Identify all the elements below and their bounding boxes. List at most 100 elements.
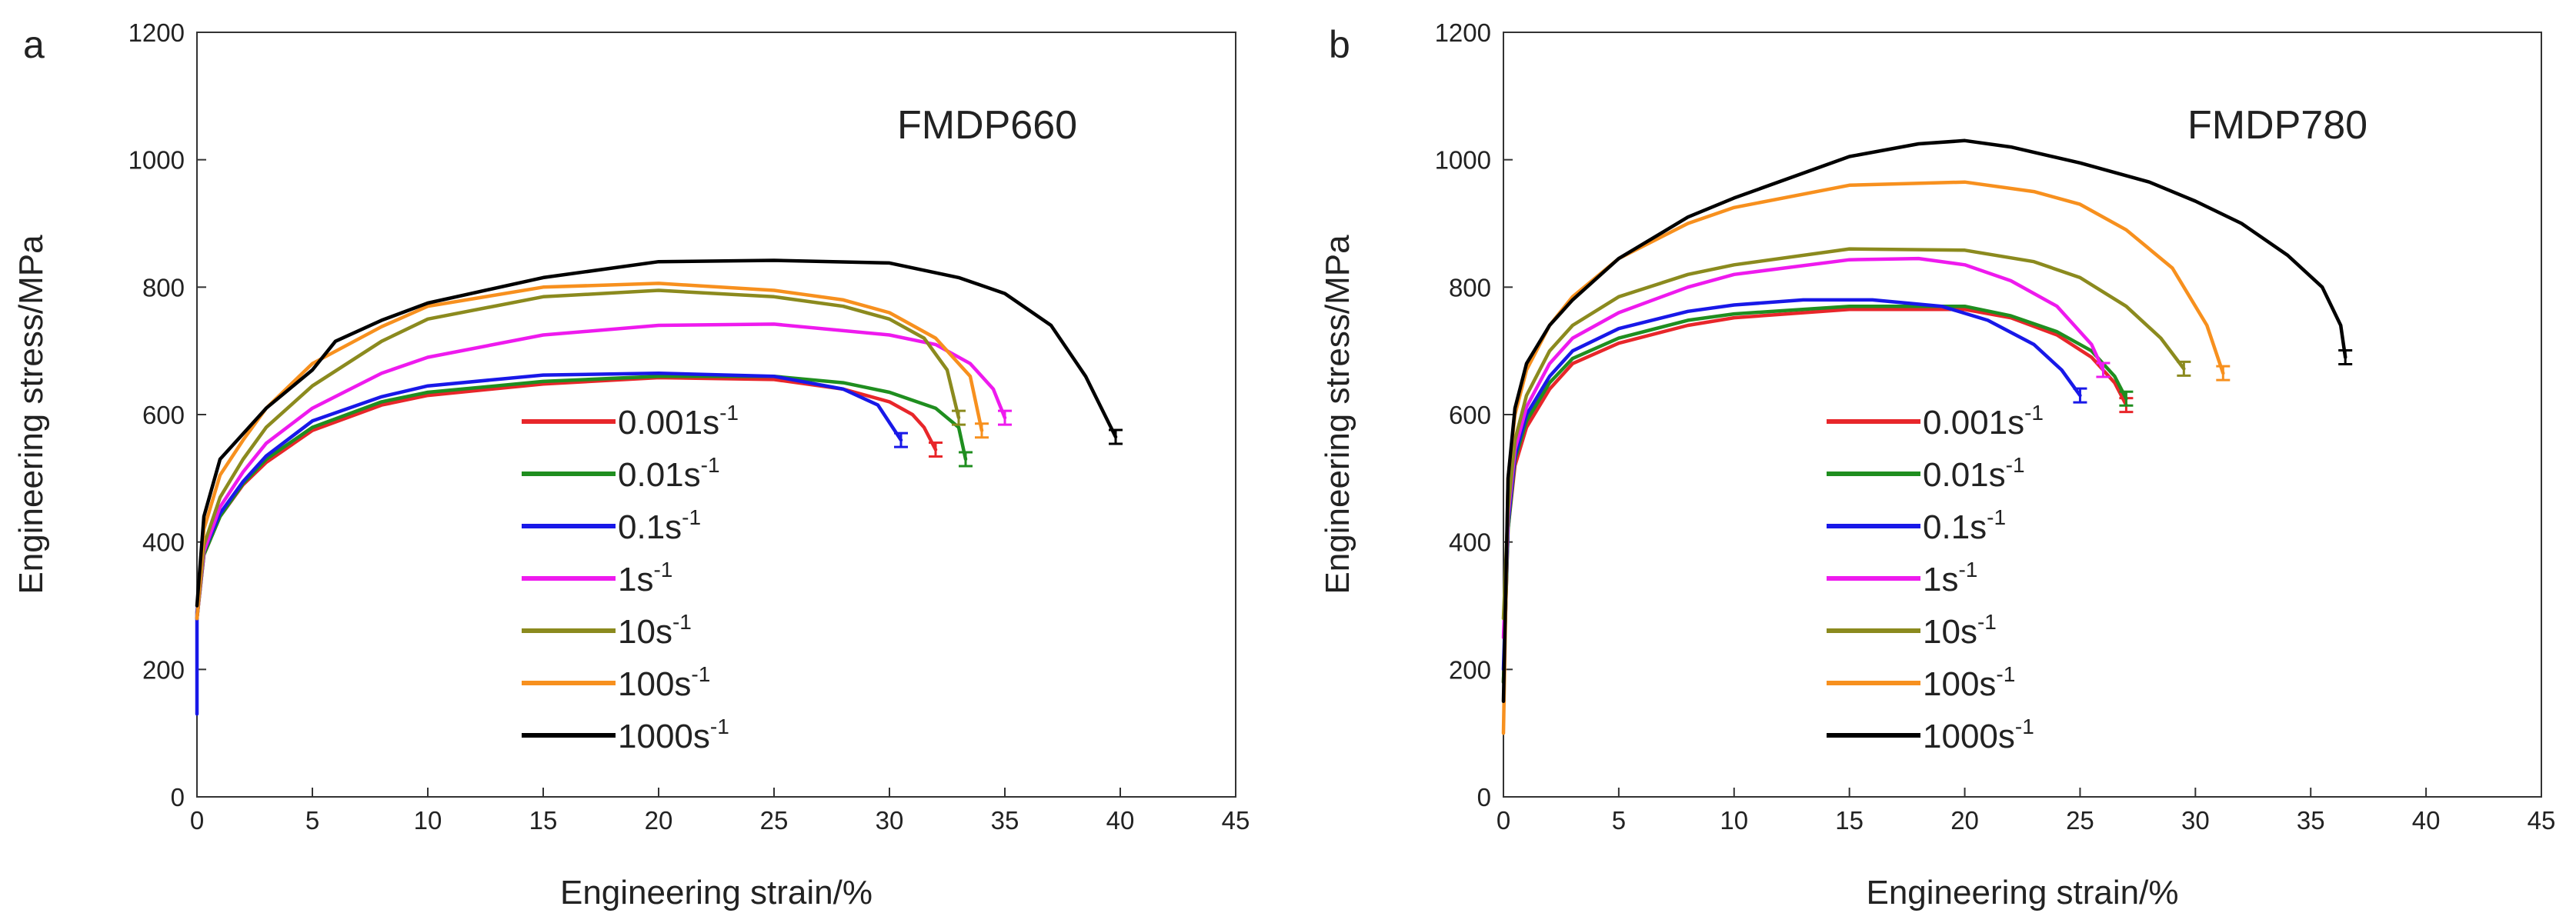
legend-label: 0.1s-1 bbox=[1923, 505, 2006, 546]
x-tick-label: 10 bbox=[1720, 806, 1748, 835]
series-end-marker bbox=[998, 409, 1012, 426]
series-line-1s-1 bbox=[1501, 256, 2105, 640]
x-tick-label: 40 bbox=[1106, 806, 1135, 835]
legend-superscript: -1 bbox=[672, 610, 692, 634]
y-tick-label: 600 bbox=[1449, 401, 1491, 429]
legend-superscript: -1 bbox=[1987, 505, 2006, 529]
series-line-10s-1 bbox=[1501, 247, 2186, 621]
y-tick-label: 1000 bbox=[1435, 146, 1491, 175]
y-tick-label: 200 bbox=[1449, 655, 1491, 684]
x-tick-label: 5 bbox=[1612, 806, 1626, 835]
x-axis-label: Engineering strain/% bbox=[560, 874, 873, 911]
series-end-marker bbox=[2177, 360, 2191, 377]
x-tick-label: 40 bbox=[2412, 806, 2441, 835]
legend-superscript: -1 bbox=[719, 401, 739, 425]
y-tick-label: 0 bbox=[1477, 783, 1491, 811]
series-end-marker bbox=[952, 409, 966, 426]
x-tick-label: 15 bbox=[529, 806, 558, 835]
legend-label: 10s-1 bbox=[618, 610, 692, 651]
legend-label: 0.001s-1 bbox=[1923, 401, 2044, 442]
x-tick-label: 45 bbox=[1222, 806, 1250, 835]
legend-superscript: -1 bbox=[2015, 715, 2034, 738]
legend-label: 0.1s-1 bbox=[618, 505, 701, 546]
legend-superscript: -1 bbox=[1958, 558, 1977, 581]
x-tick-label: 20 bbox=[1950, 806, 1979, 835]
series-line-0-1s-1 bbox=[1501, 298, 2082, 671]
panel-b: b 0 5 10 15 20 25 30 35 40 45 0 200 400 600 800 1000 1200… bbox=[1319, 18, 2555, 911]
y-tick-label: 0 bbox=[171, 783, 185, 811]
y-axis-label: Engineering stress/MPa bbox=[12, 235, 50, 595]
series-line-10s-1 bbox=[195, 288, 961, 621]
legend-superscript: -1 bbox=[682, 505, 701, 529]
x-tick-label: 0 bbox=[1497, 806, 1510, 835]
y-tick-label: 1200 bbox=[1435, 18, 1491, 47]
y-tick-label: 1200 bbox=[128, 18, 185, 47]
series-end-marker bbox=[959, 451, 973, 468]
legend-label: 10s-1 bbox=[1923, 610, 1997, 651]
series-line-1000s-1 bbox=[195, 258, 1118, 608]
series-end-marker bbox=[2216, 365, 2231, 382]
legend-superscript: -1 bbox=[691, 662, 710, 686]
x-tick-label: 35 bbox=[991, 806, 1019, 835]
panel-letter: b bbox=[1329, 23, 1350, 66]
series-end-marker bbox=[2338, 348, 2353, 365]
x-tick-label: 10 bbox=[414, 806, 442, 835]
series-end-marker bbox=[2073, 387, 2087, 404]
legend-superscript: -1 bbox=[1977, 610, 1997, 634]
legend-label: 0.01s-1 bbox=[618, 453, 720, 494]
series-end-marker bbox=[894, 432, 908, 448]
legend-label: 1000s-1 bbox=[1923, 715, 2034, 755]
x-tick-label: 15 bbox=[1835, 806, 1864, 835]
x-tick-label: 20 bbox=[645, 806, 673, 835]
y-tick-label: 800 bbox=[1449, 273, 1491, 302]
series-line-0-001s-1 bbox=[1501, 308, 2128, 685]
x-tick-label: 5 bbox=[305, 806, 319, 835]
series-line-1s-1 bbox=[195, 322, 1007, 621]
legend: 0.001s-1 0.01s-1 0.1s-1 1s-1 10s-1 100s-1 1000… bbox=[1827, 401, 2044, 755]
y-tick-label: 400 bbox=[1449, 528, 1491, 557]
y-tick-label: 200 bbox=[142, 655, 185, 684]
x-tick-label: 25 bbox=[2066, 806, 2094, 835]
legend-label: 100s-1 bbox=[1923, 662, 2015, 703]
legend-superscript: -1 bbox=[1996, 662, 2015, 686]
series-line-0-01s-1 bbox=[1501, 304, 2128, 685]
legend-superscript: -1 bbox=[2006, 453, 2025, 477]
series-end-marker bbox=[2096, 362, 2111, 378]
series-line-0-1s-1 bbox=[195, 371, 903, 716]
series-line-1000s-1 bbox=[1501, 138, 2347, 704]
y-tick-label: 800 bbox=[142, 273, 185, 302]
x-axis-label: Engineering strain/% bbox=[1866, 874, 2178, 911]
x-tick-label: 45 bbox=[2528, 806, 2556, 835]
legend-label: 100s-1 bbox=[618, 662, 710, 703]
series-end-marker bbox=[929, 442, 943, 458]
series-end-marker bbox=[1109, 428, 1123, 445]
legend-superscript: -1 bbox=[653, 558, 672, 581]
y-tick-label: 600 bbox=[142, 401, 185, 429]
panel-letter: a bbox=[23, 23, 45, 66]
y-axis-label: Engineering stress/MPa bbox=[1319, 235, 1356, 595]
chart-title: FMDP780 bbox=[2187, 103, 2367, 148]
legend-label: 1s-1 bbox=[1923, 558, 1977, 598]
legend-label: 1000s-1 bbox=[618, 715, 729, 755]
y-tick-label: 1000 bbox=[128, 146, 185, 175]
chart-title: FMDP660 bbox=[897, 103, 1077, 148]
panel-a: a 0 5 10 15 20 25 30 35 40 45 0 200 400 600 800 1000 1200… bbox=[12, 18, 1250, 911]
legend-superscript: -1 bbox=[710, 715, 729, 738]
x-tick-label: 35 bbox=[2297, 806, 2325, 835]
series-line-0-01s-1 bbox=[195, 375, 968, 621]
series-end-marker bbox=[975, 422, 989, 439]
legend-superscript: -1 bbox=[701, 453, 720, 477]
legend-label: 1s-1 bbox=[618, 558, 672, 598]
legend: 0.001s-1 0.01s-1 0.1s-1 1s-1 10s-1 100s-1 1000… bbox=[522, 401, 739, 755]
y-tick-label: 400 bbox=[142, 528, 185, 557]
legend-label: 0.001s-1 bbox=[618, 401, 739, 442]
x-tick-label: 0 bbox=[190, 806, 204, 835]
x-tick-label: 30 bbox=[876, 806, 904, 835]
series-line-100s-1 bbox=[195, 282, 984, 621]
series-end-marker bbox=[2119, 390, 2134, 407]
x-tick-label: 30 bbox=[2181, 806, 2210, 835]
legend-superscript: -1 bbox=[2024, 401, 2044, 425]
x-tick-label: 25 bbox=[760, 806, 789, 835]
legend-label: 0.01s-1 bbox=[1923, 453, 2025, 494]
